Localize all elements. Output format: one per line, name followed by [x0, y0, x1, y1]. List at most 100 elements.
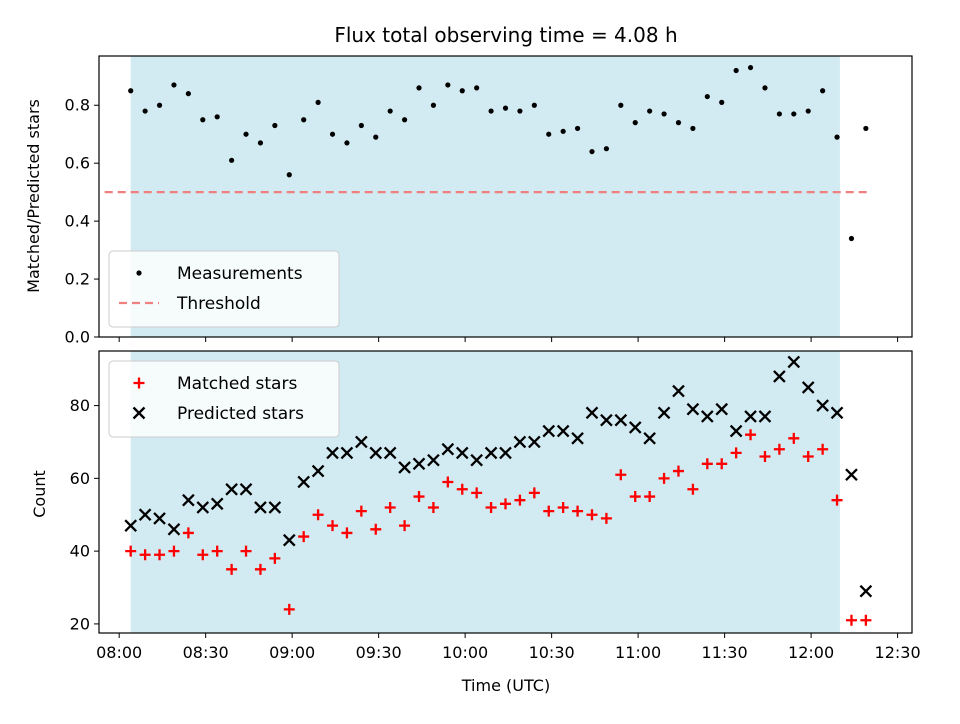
top-series-0-point-21: [430, 102, 437, 108]
top-y-tick-label-0: 0.0: [65, 328, 90, 347]
top-series-0-point-40: [704, 93, 710, 100]
bottom-series-1-point-2: [153, 512, 166, 525]
top-series-0-point-31: [574, 125, 581, 132]
bottom-legend-swatch-0: [133, 377, 145, 389]
bottom-y-tick-label-1: 40: [70, 542, 90, 561]
top-y-tick-label-3: 0.6: [65, 154, 90, 173]
top-series-0-point-25: [488, 108, 494, 114]
bottom-series-1-point-12: [297, 475, 311, 489]
bottom-series-1-point-42: [729, 424, 743, 438]
bottom-series-1-point-14: [326, 446, 339, 460]
top-series-0-point-39: [690, 125, 696, 132]
bottom-series-1-point-37: [657, 406, 671, 420]
bottom-series-0-point-7: [226, 563, 238, 575]
bottom-series-0-point-8: [240, 545, 252, 557]
top-series-0-point-27: [517, 108, 523, 114]
bottom-series-0-point-44: [759, 451, 771, 463]
top-series-0-point-23: [459, 88, 465, 94]
bottom-series-0-point-4: [182, 527, 194, 539]
top-series-0-point-8: [243, 131, 249, 137]
x-tick-label-9: 12:30: [875, 643, 921, 662]
bottom-series-1-point-36: [643, 432, 656, 445]
bottom-series-1-point-44: [758, 410, 772, 423]
bottom-series-0-point-35: [629, 491, 641, 503]
bottom-legend-label-0: Matched stars: [177, 374, 297, 394]
bottom-series-1-point-51: [859, 584, 873, 598]
top-series-0-point-13: [315, 99, 321, 105]
top-series-0-point-34: [618, 102, 624, 108]
top-series-0-point-3: [171, 82, 177, 88]
bottom-series-1-point-31: [571, 432, 584, 445]
bottom-series-1-point-5: [196, 501, 210, 514]
top-y-tick-label-1: 0.2: [65, 270, 90, 289]
bottom-series-1-point-33: [600, 413, 613, 427]
top-series-0-point-18: [387, 108, 393, 114]
bottom-series-0-point-25: [485, 501, 497, 513]
top-series-0-point-10: [272, 122, 278, 129]
bottom-series-0-point-24: [471, 487, 483, 499]
top-series-0-point-30: [560, 128, 566, 134]
bottom-series-1-point-27: [513, 435, 527, 449]
top-series-0-point-38: [675, 120, 682, 126]
bottom-series-1-point-9: [254, 501, 267, 514]
bottom-series-1-point-4: [182, 493, 195, 507]
bottom-y-tick-label-2: 60: [70, 469, 90, 488]
bottom-series-0-point-28: [528, 487, 540, 499]
bottom-series-1-point-32: [585, 406, 599, 420]
x-tick-label-6: 11:00: [615, 643, 661, 662]
bottom-series-1-point-15: [340, 446, 354, 460]
top-series-0-point-2: [156, 102, 163, 108]
top-series-0-point-50: [848, 235, 855, 242]
top-panel-plot-area: 0.0 0.2 0.4 0.6 0.8 Measurements Threshold: [65, 55, 913, 347]
bottom-series-0-point-42: [730, 447, 742, 459]
bottom-series-1-point-13: [311, 464, 325, 478]
top-series-0-point-24: [474, 85, 480, 91]
top-series-0-point-43: [747, 64, 754, 71]
bottom-series-0-point-32: [586, 509, 598, 521]
top-series-0-point-33: [603, 146, 610, 152]
bottom-series-0-point-23: [456, 483, 468, 495]
bottom-series-1-point-0: [124, 519, 138, 532]
top-series-0-point-47: [805, 108, 811, 114]
bottom-series-0-point-38: [672, 465, 684, 477]
bottom-series-0-point-26: [500, 498, 511, 510]
bottom-series-0-point-5: [197, 549, 209, 561]
top-y-axis-label: Matched/Predicted stars: [24, 99, 43, 293]
bottom-series-1-point-10: [268, 501, 282, 514]
bottom-series-1-point-25: [484, 446, 498, 460]
bottom-series-0-point-9: [254, 563, 266, 575]
bottom-series-1-point-7: [225, 482, 238, 496]
x-tick-label-3: 09:30: [356, 643, 402, 662]
bottom-series-0-point-41: [716, 458, 728, 470]
top-series-0-point-45: [776, 111, 782, 117]
top-series-0-point-46: [791, 111, 797, 117]
bottom-series-0-point-34: [615, 469, 627, 481]
bottom-series-0-point-10: [269, 552, 281, 564]
bottom-series-1-point-6: [210, 497, 224, 511]
top-series-0-point-35: [632, 120, 638, 126]
bottom-series-1-point-47: [801, 381, 815, 394]
bottom-series-1-point-26: [499, 446, 512, 460]
bottom-series-0-point-22: [442, 476, 454, 488]
bottom-series-0-point-1: [139, 549, 151, 561]
bottom-series-0-point-13: [312, 509, 324, 521]
top-series-0-point-44: [762, 85, 768, 91]
bottom-series-0-point-6: [211, 545, 223, 557]
bottom-series-0-point-48: [817, 443, 829, 455]
bottom-series-0-point-30: [557, 501, 569, 513]
top-series-0-point-16: [358, 122, 364, 129]
x-tick-label-7: 11:30: [702, 643, 748, 662]
bottom-series-1-point-48: [816, 399, 829, 412]
bottom-axes-frame: [98, 350, 913, 634]
x-tick-label-0: 08:00: [96, 643, 142, 662]
bottom-series-1-point-20: [412, 457, 426, 471]
top-legend-label-0: Measurements: [177, 264, 303, 284]
bottom-series-0-point-12: [298, 531, 310, 543]
bottom-series-0-point-37: [658, 472, 670, 484]
x-tick-label-4: 10:00: [442, 643, 488, 662]
bottom-series-0-point-49: [831, 494, 843, 506]
bottom-series-0-point-36: [644, 491, 656, 503]
top-series-0-point-12: [301, 117, 307, 123]
x-tick-label-5: 10:30: [529, 643, 575, 662]
bottom-series-1-point-41: [715, 402, 729, 416]
